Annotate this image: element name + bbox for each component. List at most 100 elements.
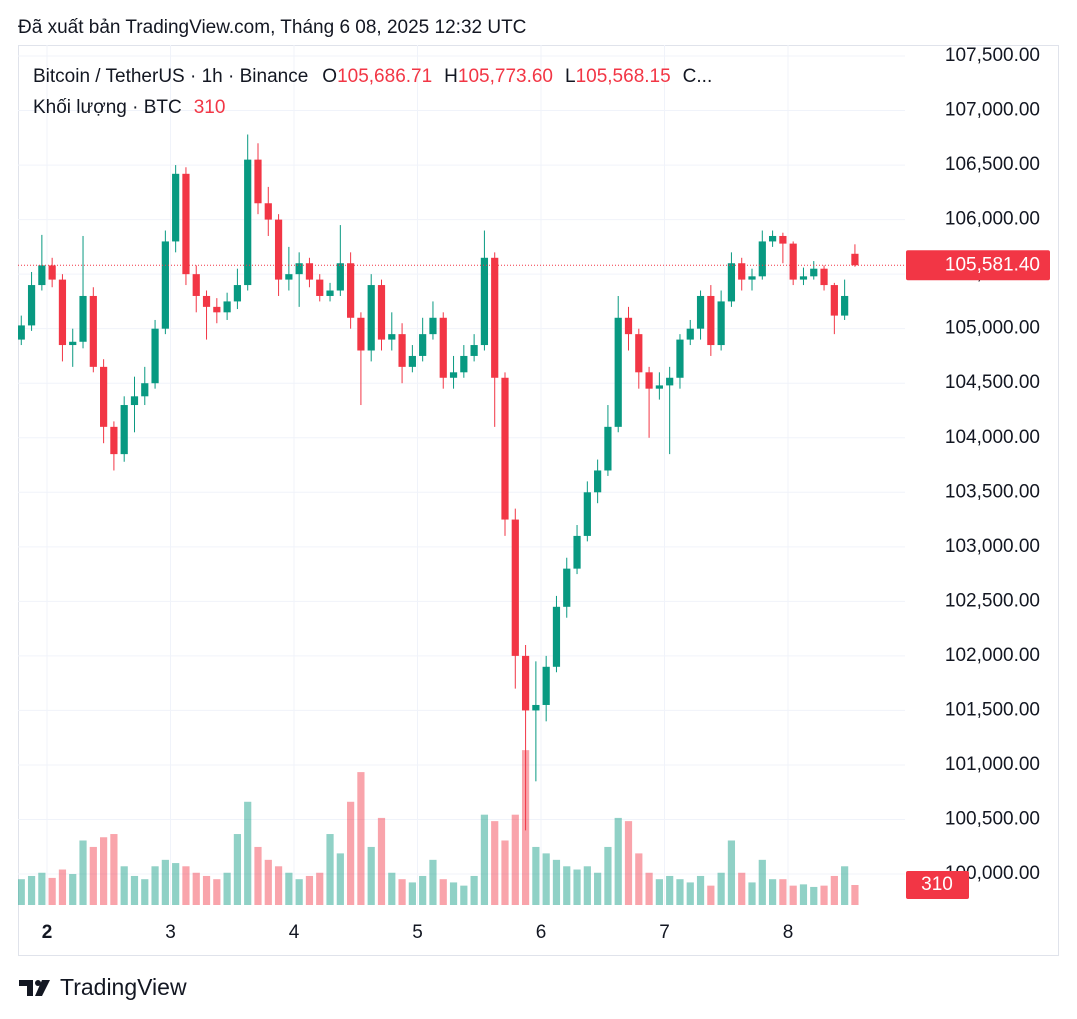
candle-body [419, 334, 427, 356]
candle-body [161, 241, 169, 329]
candle-body [676, 339, 684, 378]
volume-bar [408, 882, 416, 905]
volume-bar [398, 879, 406, 905]
candle-body [717, 301, 725, 346]
volume-bar [686, 882, 694, 905]
volume-title: Khối lượng · BTC [33, 97, 182, 118]
candle-body [151, 328, 159, 384]
candle-body [779, 235, 787, 244]
volume-bar [367, 846, 375, 905]
candle-body [244, 159, 252, 286]
candle-body [429, 317, 437, 335]
brand-logo [19, 980, 50, 996]
y-tick-label: 103,000.00 [945, 536, 1040, 557]
candle-body [686, 328, 694, 340]
candle-body [738, 263, 746, 280]
candle-body [89, 295, 97, 367]
y-tick-label: 102,500.00 [945, 590, 1040, 611]
volume-bar [388, 872, 396, 905]
y-tick-label: 101,000.00 [945, 754, 1040, 775]
volume-bar [768, 879, 777, 905]
candle-body [182, 173, 190, 275]
legend-value: 105,686.71 [337, 66, 432, 87]
candle-body [645, 372, 653, 389]
volume-bar [707, 885, 715, 905]
volume-bar [779, 879, 787, 905]
candle-body [552, 606, 561, 667]
candle-body [655, 385, 663, 389]
candle-body [316, 279, 324, 296]
volume-bar [130, 875, 139, 905]
volume-bar [161, 859, 169, 905]
volume-bar [851, 885, 859, 905]
legend-key: O [322, 66, 337, 87]
volume-bar [120, 866, 128, 905]
x-tick-label: 6 [536, 922, 547, 943]
volume-bar [244, 801, 252, 905]
candle-body [635, 334, 643, 373]
candle-body [573, 535, 581, 569]
candle-body [48, 265, 56, 280]
candle-body [748, 276, 756, 280]
volume-bar [141, 879, 149, 905]
volume-bar [614, 817, 622, 905]
candle-body [789, 243, 797, 280]
candle-body [727, 263, 736, 302]
candle-body [285, 274, 293, 280]
volume-bar [151, 866, 159, 905]
volume-bar [79, 840, 87, 905]
candle-body [604, 426, 612, 471]
y-tick-label: 100,500.00 [945, 809, 1040, 830]
y-tick-label: 106,000.00 [945, 209, 1040, 230]
legend-key: L [565, 66, 576, 87]
candle-body [336, 263, 344, 291]
candle-body [69, 341, 77, 346]
volume-bar [511, 814, 519, 905]
candle-body [460, 355, 468, 373]
volume-bar [439, 879, 447, 905]
y-tick-label: 105,000.00 [945, 318, 1040, 339]
volume-bar [48, 877, 56, 905]
candle-body [799, 276, 808, 280]
candle-body [470, 345, 478, 356]
candle-body [38, 265, 46, 286]
volume-bar [192, 872, 200, 905]
candle-body [830, 285, 838, 316]
candle-body [120, 405, 128, 455]
volume-bar [738, 872, 746, 905]
volume-bar [316, 872, 324, 905]
volume-bar [172, 863, 180, 905]
volume-bar [377, 817, 386, 905]
last-price-box [906, 250, 1050, 281]
volume-bar [336, 853, 344, 905]
volume-bar [810, 886, 818, 905]
volume-bar [748, 882, 756, 905]
x-tick-label: 5 [412, 922, 423, 943]
candle-body [79, 295, 87, 342]
volume-bar [583, 866, 591, 905]
volume-bar [223, 872, 231, 905]
candle-body [357, 317, 365, 351]
volume-header: Khối lượng · BTC 310 [33, 97, 225, 118]
candle-body [100, 366, 108, 427]
candle-body [666, 377, 674, 386]
candle-body [233, 285, 242, 302]
legend-key: H [444, 66, 458, 87]
x-tick-label: 4 [289, 922, 300, 943]
y-tick-label: 101,500.00 [945, 699, 1040, 720]
volume-bar [820, 885, 828, 905]
y-tick-label: 107,000.00 [945, 100, 1040, 121]
volume-bar [18, 879, 25, 905]
volume-bar [624, 821, 633, 905]
candle-layer [18, 134, 905, 831]
volume-bar [254, 846, 262, 905]
volume-bar [202, 875, 211, 905]
candle-body [768, 235, 777, 242]
y-tick-label: 102,000.00 [945, 645, 1040, 666]
candle-body [295, 263, 303, 275]
brand-name: TradingView [60, 974, 187, 1000]
candle-body [130, 396, 139, 406]
grid [18, 45, 905, 905]
volume-bar [110, 834, 118, 905]
